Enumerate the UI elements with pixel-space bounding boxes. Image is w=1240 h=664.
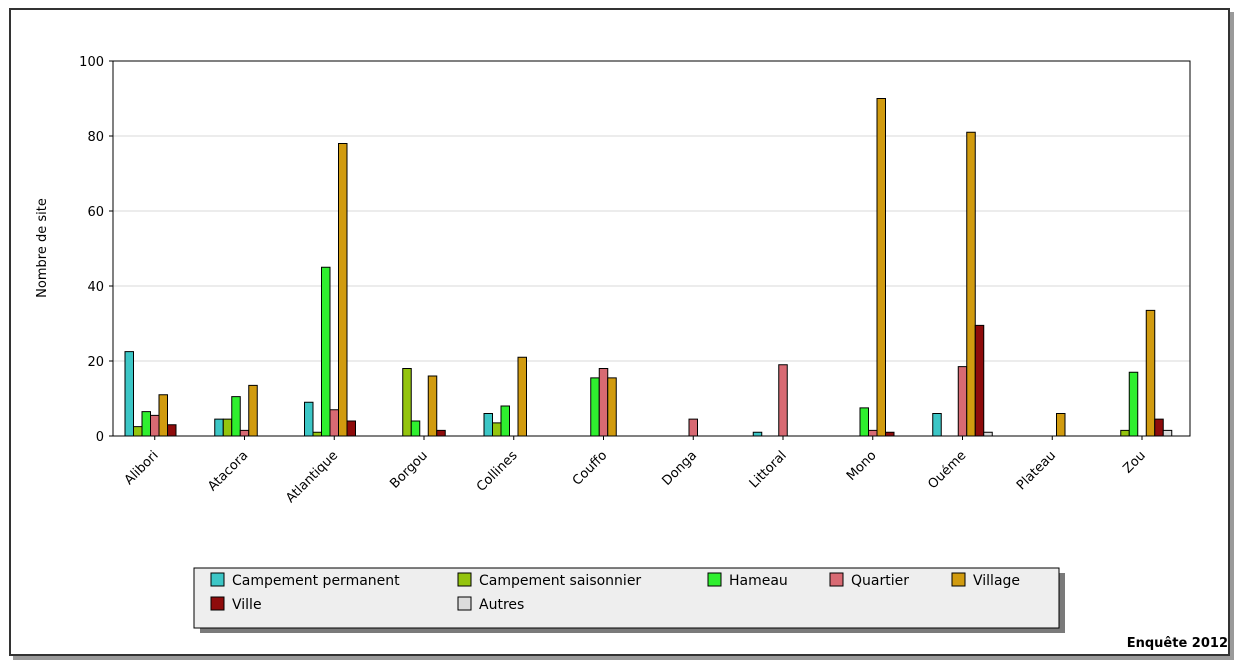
legend-label: Hameau xyxy=(729,573,788,589)
plot-area xyxy=(112,60,1191,437)
x-tick-label: Borgou xyxy=(387,448,430,491)
legend-swatch xyxy=(210,596,225,611)
footer-note: Enquête 2012 xyxy=(1127,636,1228,651)
bar xyxy=(1120,429,1130,437)
legend-label: Campement saisonnier xyxy=(479,573,641,589)
bar xyxy=(141,411,151,437)
legend-label: Quartier xyxy=(851,573,909,589)
x-tick-label: Plateau xyxy=(1014,448,1059,493)
bar xyxy=(312,431,322,437)
bar xyxy=(150,414,160,437)
y-tick-label: 40 xyxy=(87,280,104,295)
bar xyxy=(966,131,976,437)
bar xyxy=(436,429,446,437)
bar xyxy=(607,377,617,437)
bar xyxy=(752,431,763,437)
bar xyxy=(1154,418,1164,437)
x-axis: Alibori Atacora Atlantique Borgou Collines Co… xyxy=(122,436,1149,506)
bar xyxy=(321,266,331,437)
x-tick-label: Donga xyxy=(659,448,700,489)
x-tick-label: Littoral xyxy=(747,448,790,491)
legend-swatch xyxy=(210,572,225,587)
y-tick-label: 80 xyxy=(87,130,104,145)
bar xyxy=(778,364,788,437)
bar xyxy=(214,418,224,437)
y-axis: 0 20 40 60 80 100 xyxy=(79,55,113,445)
bar xyxy=(1145,309,1156,437)
bar xyxy=(329,409,339,437)
bar xyxy=(346,420,356,437)
bar xyxy=(124,351,134,437)
bar xyxy=(133,426,143,437)
legend-swatch xyxy=(829,572,844,587)
x-tick-label: Mono xyxy=(844,448,880,484)
x-tick-label: Collines xyxy=(474,448,521,495)
legend-swatch xyxy=(457,596,472,611)
bar xyxy=(167,424,177,437)
legend-label: Autres xyxy=(479,597,524,613)
y-tick-label: 100 xyxy=(79,55,104,70)
x-tick-label: Couffo xyxy=(570,448,610,488)
legend-label: Campement permanent xyxy=(232,573,400,589)
bar xyxy=(1128,371,1139,437)
bars xyxy=(124,98,1173,437)
bar xyxy=(957,366,968,437)
legend-swatch xyxy=(707,572,722,587)
bar xyxy=(517,356,527,437)
x-tick-label: Zou xyxy=(1120,448,1148,476)
bar xyxy=(868,429,878,437)
bar xyxy=(410,420,421,437)
bar xyxy=(590,377,600,437)
y-axis-label: Nombre de site xyxy=(35,198,50,298)
bar xyxy=(598,368,609,437)
legend-label: Village xyxy=(973,573,1020,589)
legend-swatch xyxy=(951,572,966,587)
bar xyxy=(338,143,348,437)
bar xyxy=(876,98,886,437)
y-tick-label: 0 xyxy=(96,430,104,445)
bar xyxy=(974,324,985,437)
bar xyxy=(158,394,168,437)
bar xyxy=(231,396,241,437)
bar xyxy=(402,368,412,437)
bar xyxy=(983,431,993,437)
legend-swatch xyxy=(457,572,472,587)
bar xyxy=(222,418,233,437)
bar xyxy=(1056,413,1066,437)
bar xyxy=(239,429,250,437)
bar xyxy=(859,407,869,437)
y-tick-label: 20 xyxy=(87,355,104,370)
x-tick-label: Ouéme xyxy=(925,448,969,492)
bar xyxy=(304,401,314,437)
bar xyxy=(248,384,258,437)
gridlines xyxy=(113,135,1190,362)
bar xyxy=(932,413,942,437)
x-tick-label: Atacora xyxy=(205,448,251,494)
y-tick-label: 60 xyxy=(87,205,104,220)
legend-label: Ville xyxy=(232,597,262,613)
bar xyxy=(483,413,493,437)
x-tick-label: Atlantique xyxy=(283,448,341,506)
x-tick-label: Alibori xyxy=(122,448,162,488)
bar xyxy=(688,418,698,437)
legend: Campement permanent Campement saisonnier H… xyxy=(193,567,1065,633)
chart-frame xyxy=(9,8,1230,656)
bar xyxy=(500,405,510,437)
bar xyxy=(492,422,502,437)
bar xyxy=(885,431,895,437)
bar xyxy=(427,375,438,437)
bar xyxy=(1162,429,1173,437)
